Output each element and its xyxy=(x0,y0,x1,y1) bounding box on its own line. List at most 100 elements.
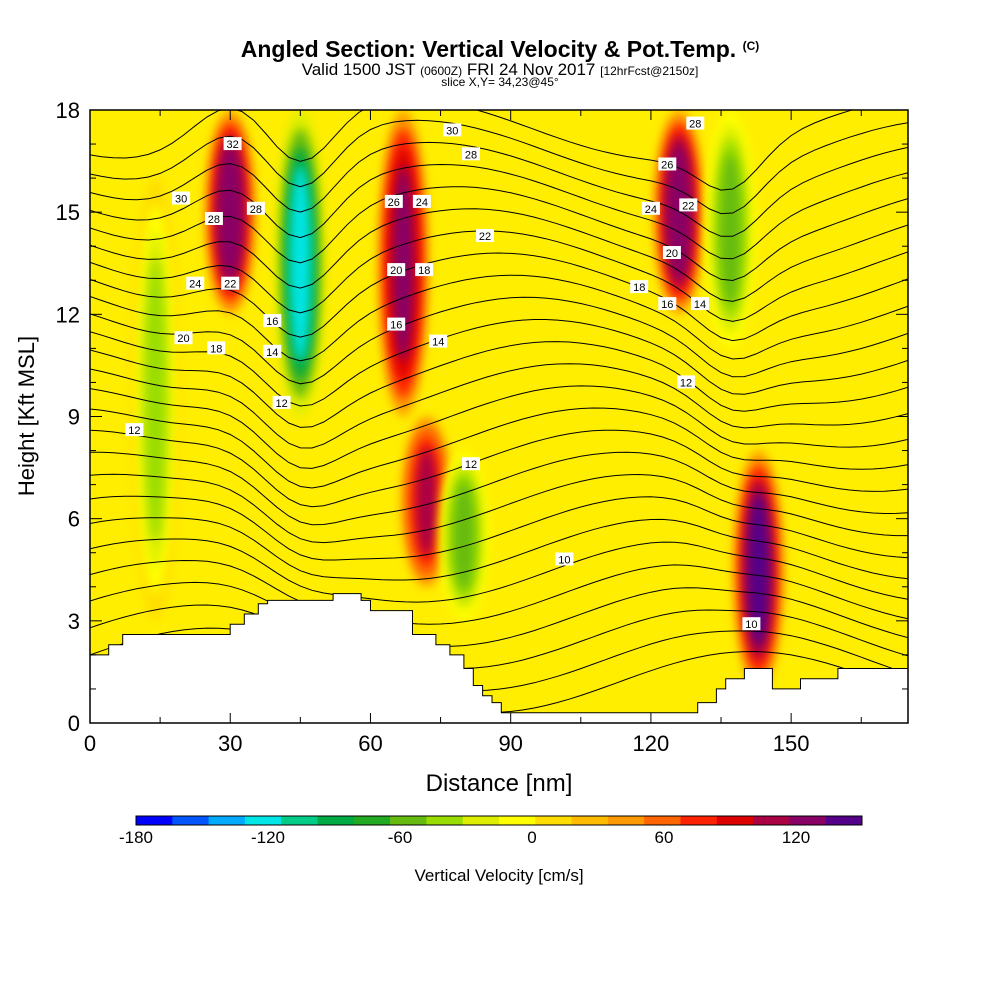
isentrope-label-text: 26 xyxy=(388,197,400,209)
isentrope-line xyxy=(90,559,908,625)
isentrope-label-bg xyxy=(429,334,448,348)
isentrope-label-text: 28 xyxy=(208,214,220,226)
isentrope-label-bg xyxy=(641,201,660,215)
x-tick-label: 0 xyxy=(84,731,96,756)
isentrope-label-text: 28 xyxy=(250,204,262,216)
isentrope-line xyxy=(90,163,908,260)
chart-title-unit: (C) xyxy=(742,39,760,53)
y-tick-label: 6 xyxy=(68,507,80,532)
isentrope-label-text: 12 xyxy=(275,398,287,410)
colorbar-segment xyxy=(172,816,210,825)
y-tick-label: 18 xyxy=(56,98,80,123)
isentrope-label-text: 24 xyxy=(189,279,201,291)
colorbar: -180 -120 -60 0 60 120 xyxy=(119,815,863,847)
isentrope-label-text: 24 xyxy=(645,204,657,216)
isentrope-lines xyxy=(90,110,908,714)
isentrope-label-bg xyxy=(263,314,282,328)
colorbar-segment xyxy=(571,816,609,825)
isentrope-label-text: 14 xyxy=(266,347,278,359)
colorbar-segment xyxy=(136,816,173,825)
isentrope-label: 14 xyxy=(263,344,282,359)
isentrope-label-text: 28 xyxy=(689,119,701,131)
isentrope-label-bg xyxy=(186,276,205,290)
colorbar-tick-label: 0 xyxy=(527,828,536,847)
y-tick-label: 3 xyxy=(68,609,80,634)
isentrope-line xyxy=(90,604,908,669)
isentrope-label-text: 16 xyxy=(661,299,673,311)
isentrope-line xyxy=(90,517,908,581)
colorbar-segment xyxy=(680,816,718,825)
isentrope-label: 10 xyxy=(742,617,761,631)
colorbar-segment xyxy=(244,816,282,825)
isentrope-line xyxy=(90,186,908,282)
isentrope-label-bg xyxy=(630,280,649,294)
isentrope-label-bg xyxy=(174,331,193,345)
isentrope-label-text: 12 xyxy=(128,425,140,437)
isentrope-line xyxy=(90,341,908,428)
isentrope-label: 18 xyxy=(415,263,434,277)
updraft-contour xyxy=(219,146,241,278)
isentrope-label-text: 20 xyxy=(666,248,678,260)
isentrope-label-text: 28 xyxy=(465,149,477,161)
terrain-surface xyxy=(89,593,909,724)
isentrope-label-bg xyxy=(677,375,695,389)
colorbar-segment xyxy=(753,816,790,825)
isentrope-label-bg xyxy=(272,395,291,409)
isentrope-line xyxy=(90,296,908,385)
terrain xyxy=(89,593,909,724)
isentrope-label-bg xyxy=(691,297,709,311)
isentrope-label: 20 xyxy=(662,246,681,260)
isentrope-label: 26 xyxy=(384,194,403,209)
isentrope-label: 16 xyxy=(658,297,677,311)
downdraft-contour xyxy=(144,257,166,542)
isentrope-label: 12 xyxy=(462,457,480,471)
colorbar-segment xyxy=(789,816,827,825)
colorbar-segment xyxy=(716,816,754,825)
y-tick-label: 9 xyxy=(68,405,80,430)
colorbar-tick-label: -60 xyxy=(388,828,413,847)
isentrope-label: 16 xyxy=(263,314,282,328)
y-tick-label: 15 xyxy=(56,200,80,225)
isentrope-label: 16 xyxy=(387,317,406,332)
isentrope-label: 14 xyxy=(691,297,709,311)
isentrope-label-bg xyxy=(387,317,406,331)
colorbar-segment xyxy=(462,816,500,825)
colorbar-segment xyxy=(644,816,681,825)
isentrope-label-bg xyxy=(263,344,282,358)
colorbar-segment xyxy=(535,816,573,825)
valid-time: Valid 1500 JST xyxy=(301,60,416,79)
colorbar-label: Vertical Velocity [cm/s] xyxy=(414,866,583,885)
isentrope-label: 30 xyxy=(172,191,191,206)
isentrope-label-bg xyxy=(476,229,494,242)
isentrope-label-text: 14 xyxy=(432,337,444,349)
x-tick-label: 150 xyxy=(773,731,810,756)
isentrope-line xyxy=(90,627,908,692)
isentrope-label-bg xyxy=(246,201,265,215)
isentrope-label-bg xyxy=(443,123,462,137)
isentrope-label-bg xyxy=(384,194,403,208)
isentrope-line xyxy=(90,363,908,449)
isentrope-label-bg xyxy=(679,198,698,212)
isentrope-line xyxy=(90,538,908,603)
isentrope-label-bg xyxy=(686,116,705,130)
isentrope-label-text: 10 xyxy=(745,619,757,631)
isentrope-label-bg xyxy=(658,297,677,311)
colorbar-segment xyxy=(426,816,464,825)
colorbar-segment xyxy=(208,816,246,825)
isentrope-label-text: 22 xyxy=(224,279,236,291)
isentrope-label: 32 xyxy=(223,137,242,151)
isentrope-line xyxy=(90,319,908,407)
isentrope-label: 28 xyxy=(686,116,705,131)
isentrope-line xyxy=(90,407,908,489)
y-tick-label: 0 xyxy=(68,711,80,736)
isentrope-label-bg xyxy=(125,423,144,437)
isentrope-line xyxy=(90,110,855,191)
isentrope-label-bg xyxy=(412,194,431,208)
chart-title: Angled Section: Vertical Velocity & Pot.… xyxy=(0,36,1000,63)
isentrope-line xyxy=(90,230,908,322)
updraft-contour xyxy=(747,493,769,647)
isentrope-label: 30 xyxy=(443,123,462,137)
isentrope-label-text: 16 xyxy=(266,316,278,328)
isentrope-label: 24 xyxy=(186,276,205,291)
